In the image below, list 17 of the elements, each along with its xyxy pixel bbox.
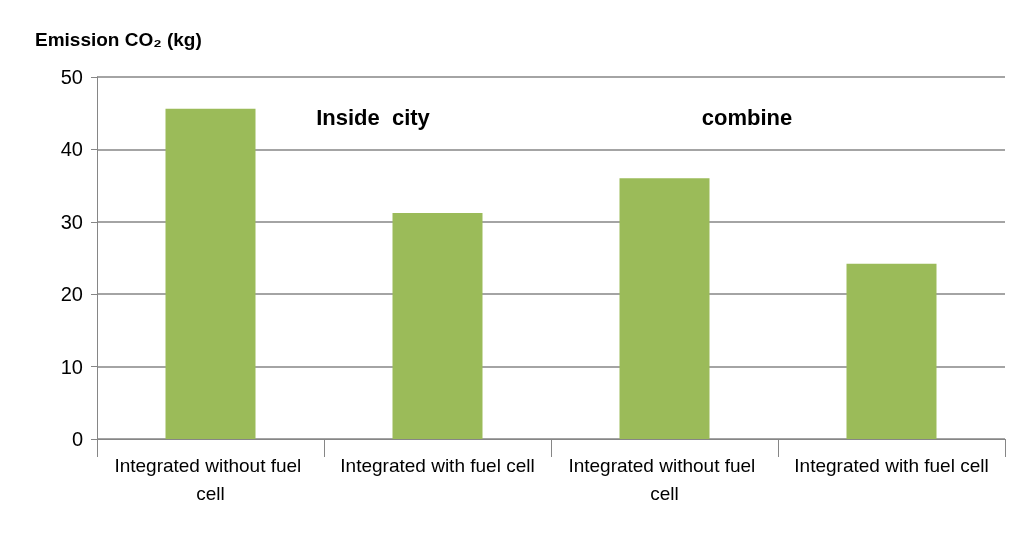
bar [846, 263, 937, 439]
y-tick-label: 40 [60, 138, 83, 161]
y-tick-label: 30 [60, 210, 83, 233]
y-tick-label: 0 [71, 428, 83, 450]
annotation: combine [701, 104, 793, 130]
y-tick-label: 20 [60, 283, 83, 306]
bar [392, 213, 483, 439]
y-tick-label: 50 [60, 66, 83, 88]
annotation: Inside city [316, 104, 431, 130]
x-tick-label: Integrated with fuel cell [794, 454, 989, 476]
bar [165, 108, 256, 439]
bar [619, 178, 710, 439]
x-tick-label: Integrated without fuel cell [114, 454, 307, 504]
y-tick-label: 10 [60, 355, 83, 378]
x-tick-label: Integrated with fuel cell [340, 454, 535, 476]
x-tick-label: Integrated without fuel cell [568, 454, 761, 504]
y-axis-title: Emission CO₂ (kg) [35, 29, 202, 50]
